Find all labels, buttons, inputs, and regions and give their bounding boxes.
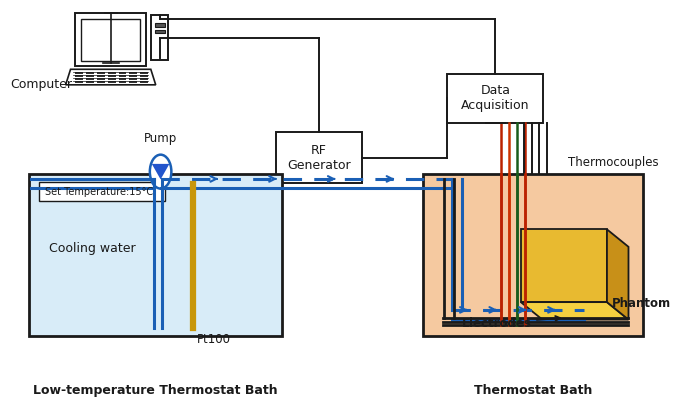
Text: RF
Generator: RF Generator [288, 144, 351, 172]
FancyBboxPatch shape [140, 75, 148, 77]
FancyBboxPatch shape [97, 81, 105, 83]
FancyBboxPatch shape [86, 75, 94, 77]
FancyBboxPatch shape [155, 23, 164, 27]
FancyBboxPatch shape [86, 81, 94, 83]
FancyBboxPatch shape [108, 72, 116, 74]
FancyBboxPatch shape [108, 78, 116, 80]
FancyBboxPatch shape [129, 72, 137, 74]
FancyBboxPatch shape [140, 72, 148, 74]
FancyBboxPatch shape [97, 75, 105, 77]
FancyBboxPatch shape [119, 78, 126, 80]
FancyBboxPatch shape [75, 78, 84, 80]
FancyBboxPatch shape [129, 81, 137, 83]
FancyBboxPatch shape [86, 72, 94, 74]
FancyBboxPatch shape [140, 81, 148, 83]
Text: Cooling water: Cooling water [49, 242, 136, 255]
Text: Data
Acquisition: Data Acquisition [461, 85, 530, 113]
FancyBboxPatch shape [423, 174, 643, 336]
FancyBboxPatch shape [151, 15, 169, 59]
Text: Computer: Computer [10, 78, 72, 91]
FancyBboxPatch shape [108, 81, 116, 83]
FancyBboxPatch shape [75, 72, 84, 74]
FancyBboxPatch shape [447, 74, 543, 122]
Text: Set Temperature:15°C: Set Temperature:15°C [45, 186, 153, 197]
Polygon shape [521, 302, 629, 320]
Text: Thermostat Bath: Thermostat Bath [474, 383, 593, 397]
FancyBboxPatch shape [155, 30, 164, 34]
Ellipse shape [150, 155, 171, 189]
Polygon shape [66, 69, 155, 85]
FancyBboxPatch shape [86, 78, 94, 80]
FancyBboxPatch shape [97, 78, 105, 80]
FancyBboxPatch shape [276, 132, 362, 183]
Text: Pt100: Pt100 [197, 333, 231, 346]
FancyBboxPatch shape [521, 229, 607, 302]
Polygon shape [607, 229, 629, 320]
Text: Electrodes: Electrodes [462, 316, 560, 330]
Text: Thermocouples: Thermocouples [568, 156, 658, 169]
FancyBboxPatch shape [75, 13, 146, 66]
FancyBboxPatch shape [75, 81, 84, 83]
FancyBboxPatch shape [119, 81, 126, 83]
FancyBboxPatch shape [140, 78, 148, 80]
FancyBboxPatch shape [97, 72, 105, 74]
Polygon shape [152, 164, 169, 180]
Text: Pump: Pump [144, 132, 177, 145]
Text: Phantom: Phantom [612, 297, 671, 310]
FancyBboxPatch shape [129, 78, 137, 80]
FancyBboxPatch shape [129, 75, 137, 77]
FancyBboxPatch shape [108, 75, 116, 77]
FancyBboxPatch shape [29, 174, 282, 336]
FancyBboxPatch shape [119, 72, 126, 74]
FancyBboxPatch shape [39, 182, 164, 201]
FancyBboxPatch shape [82, 19, 140, 61]
Text: Low-temperature Thermostat Bath: Low-temperature Thermostat Bath [34, 383, 278, 397]
FancyBboxPatch shape [119, 75, 126, 77]
FancyBboxPatch shape [75, 75, 84, 77]
